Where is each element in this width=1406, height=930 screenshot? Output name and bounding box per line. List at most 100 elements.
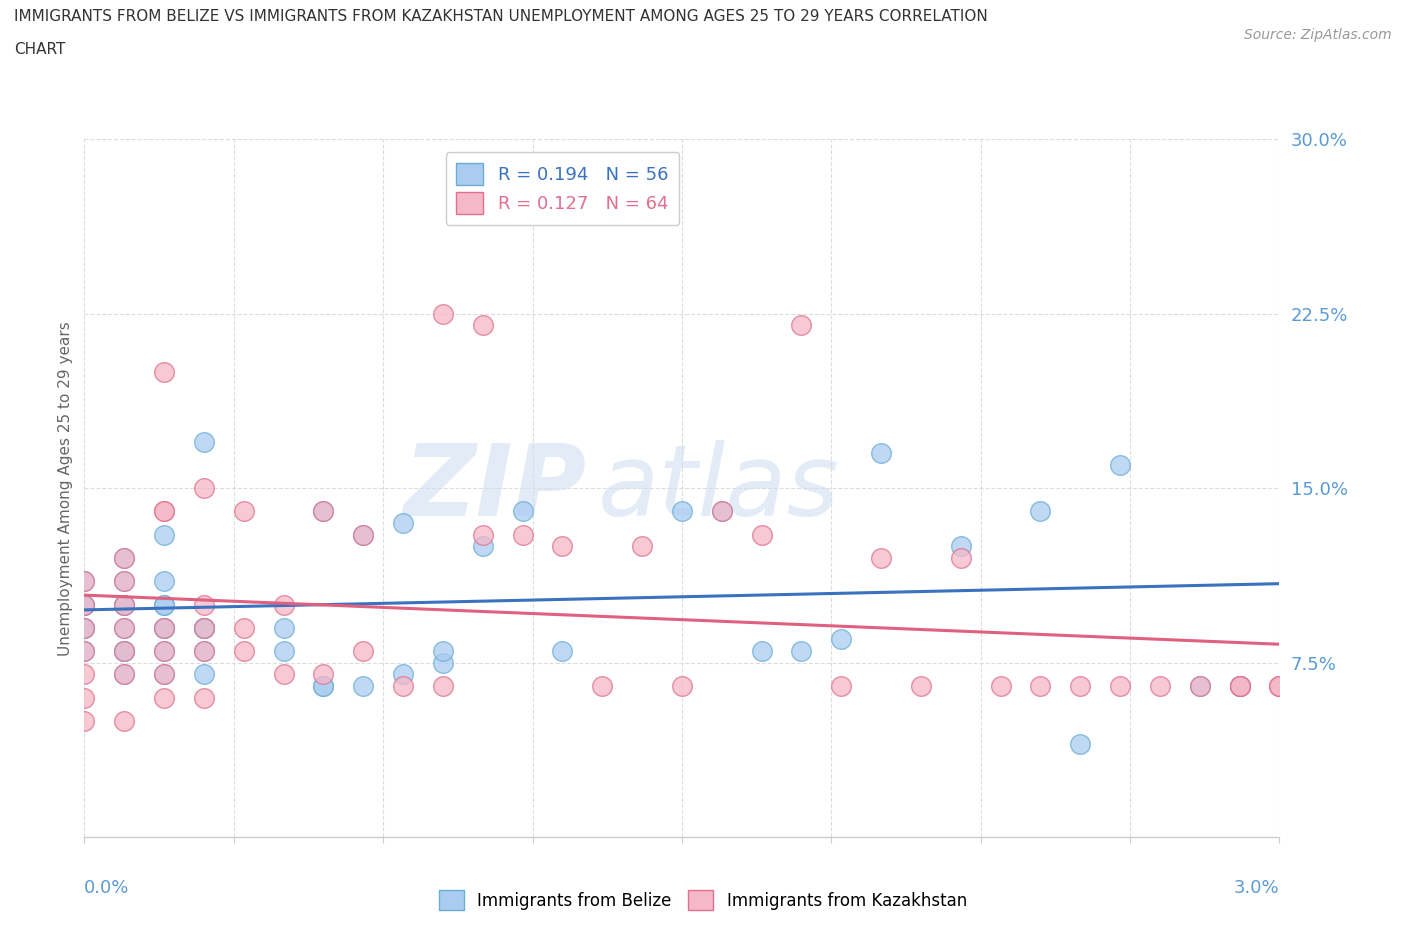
Point [432,655,454,670]
Point [273,597,295,612]
Point [870,445,893,460]
Point [112,574,135,589]
Point [1069,737,1091,751]
Point [273,644,295,658]
Point [1229,679,1251,694]
Point [1069,679,1091,694]
Point [273,667,295,682]
Point [352,527,374,542]
Point [1188,679,1211,694]
Point [273,620,295,635]
Point [1229,679,1251,694]
Point [73,597,96,612]
Point [153,620,176,635]
Point [352,527,374,542]
Point [153,620,176,635]
Point [153,504,176,519]
Point [1229,679,1251,694]
Point [830,679,852,694]
Point [153,365,176,379]
Point [352,644,374,658]
Point [193,667,215,682]
Point [112,574,135,589]
Point [671,679,693,694]
Text: CHART: CHART [14,42,66,57]
Point [193,434,215,449]
Point [73,713,96,728]
Point [591,679,613,694]
Point [551,539,574,554]
Point [73,620,96,635]
Point [73,597,96,612]
Text: IMMIGRANTS FROM BELIZE VS IMMIGRANTS FROM KAZAKHSTAN UNEMPLOYMENT AMONG AGES 25 : IMMIGRANTS FROM BELIZE VS IMMIGRANTS FRO… [14,9,988,24]
Point [512,527,534,542]
Point [112,597,135,612]
Point [112,667,135,682]
Point [153,574,176,589]
Point [153,527,176,542]
Point [352,679,374,694]
Point [1188,679,1211,694]
Point [1109,458,1132,472]
Point [73,574,96,589]
Point [432,679,454,694]
Point [112,551,135,565]
Point [73,644,96,658]
Point [73,690,96,705]
Point [471,539,494,554]
Point [1149,679,1171,694]
Point [830,632,852,647]
Legend: R = 0.194   N = 56, R = 0.127   N = 64: R = 0.194 N = 56, R = 0.127 N = 64 [446,152,679,225]
Point [193,481,215,496]
Point [432,307,454,322]
Point [112,644,135,658]
Point [1268,679,1291,694]
Point [153,597,176,612]
Point [312,679,335,694]
Point [1229,679,1251,694]
Point [153,667,176,682]
Y-axis label: Unemployment Among Ages 25 to 29 years: Unemployment Among Ages 25 to 29 years [58,321,73,656]
Point [751,527,773,542]
Point [193,620,215,635]
Point [232,644,254,658]
Point [73,574,96,589]
Point [392,667,415,682]
Point [551,644,574,658]
Text: Source: ZipAtlas.com: Source: ZipAtlas.com [1244,28,1392,42]
Point [73,644,96,658]
Point [870,551,893,565]
Point [153,644,176,658]
Point [193,620,215,635]
Point [312,504,335,519]
Point [1268,679,1291,694]
Point [751,644,773,658]
Text: 3.0%: 3.0% [1234,879,1279,897]
Point [790,318,813,333]
Point [112,551,135,565]
Point [153,504,176,519]
Point [112,644,135,658]
Point [949,551,972,565]
Point [73,620,96,635]
Point [990,679,1012,694]
Point [153,644,176,658]
Point [193,644,215,658]
Text: 0.0%: 0.0% [84,879,129,897]
Point [112,713,135,728]
Point [1029,504,1052,519]
Point [910,679,932,694]
Point [591,202,613,217]
Point [232,620,254,635]
Point [312,667,335,682]
Point [1109,679,1132,694]
Point [112,597,135,612]
Point [392,679,415,694]
Point [112,644,135,658]
Text: atlas: atlas [599,440,839,537]
Point [153,667,176,682]
Point [432,644,454,658]
Point [193,644,215,658]
Point [949,539,972,554]
Point [471,318,494,333]
